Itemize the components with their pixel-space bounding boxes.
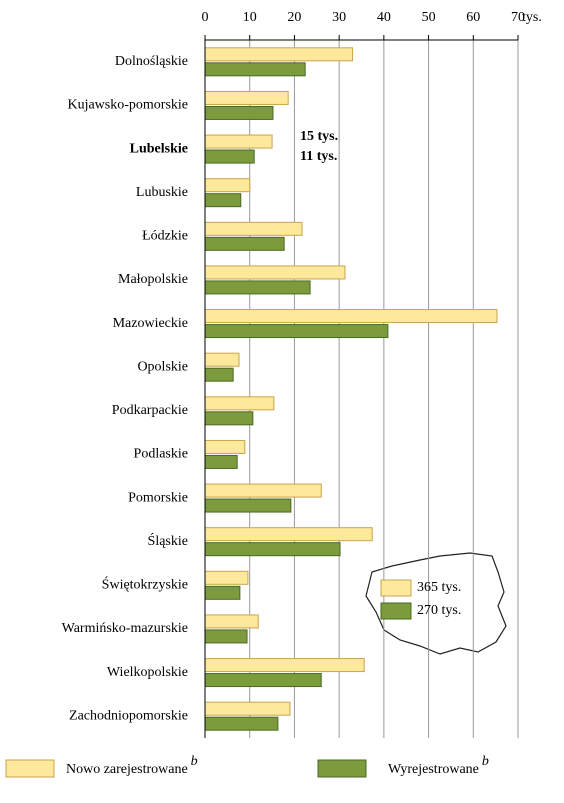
y-tick-label: Dolnośląskie (115, 54, 188, 69)
x-tick-label: 40 (377, 10, 391, 25)
y-tick-label: Podkarpackie (112, 403, 188, 418)
bar (204, 411, 254, 426)
legend-swatch (317, 759, 367, 778)
legend-label: Wyrejestrowane (388, 762, 479, 777)
bar (204, 90, 289, 105)
bar (204, 352, 240, 367)
map-legend-label: 365 tys. (417, 580, 461, 595)
y-tick-label: Małopolskie (118, 272, 188, 287)
legend-superscript: b (482, 754, 489, 769)
y-tick-label: Mazowieckie (113, 316, 188, 331)
x-tick-label: 60 (466, 10, 480, 25)
y-tick-label: Lubuskie (136, 185, 188, 200)
bar (204, 673, 322, 688)
x-tick-label: 0 (202, 10, 209, 25)
y-tick-label: Śląskie (148, 532, 188, 549)
bar (204, 221, 303, 236)
y-tick-label: Pomorskie (128, 490, 188, 505)
bar (204, 439, 246, 454)
x-tick-label: 20 (287, 10, 301, 25)
bar (204, 570, 249, 585)
x-tick-label: 10 (243, 10, 257, 25)
bar (204, 134, 273, 149)
legend-label: Nowo zarejestrowane (66, 762, 188, 777)
map-legend-swatch (380, 579, 412, 597)
bar (204, 454, 238, 469)
bar (204, 701, 291, 716)
bar (204, 309, 498, 324)
y-tick-label: Zachodniopomorskie (69, 708, 188, 723)
y-tick-label: Opolskie (137, 359, 188, 374)
y-tick-label: Warmińsko-mazurskie (62, 621, 188, 636)
bar (204, 367, 234, 382)
annotation: 11 tys. (300, 149, 337, 164)
bar (204, 178, 251, 193)
legend-superscript: b (191, 754, 198, 769)
bar (204, 614, 259, 629)
bar (204, 585, 241, 600)
y-tick-label: Podlaskie (134, 447, 188, 462)
bar (204, 280, 311, 295)
map-legend-label: 270 tys. (417, 603, 461, 618)
legend-swatch (5, 759, 55, 778)
bar (204, 527, 373, 542)
bar (204, 265, 346, 280)
x-tick-label: 70 (511, 10, 525, 25)
bar (204, 105, 274, 120)
y-tick-label: Wielkopolskie (107, 665, 188, 680)
bar (204, 716, 279, 731)
bar (204, 483, 322, 498)
bar (204, 324, 389, 339)
y-tick-label: Świętokrzyskie (102, 576, 188, 593)
bar (204, 658, 365, 673)
x-tick-label: 50 (422, 10, 436, 25)
annotation: 15 tys. (300, 129, 338, 144)
x-tick-label: 30 (332, 10, 346, 25)
bar (204, 62, 306, 77)
bar (204, 236, 285, 251)
map-legend-swatch (380, 602, 412, 620)
bar (204, 542, 341, 557)
bar (204, 149, 255, 164)
y-tick-label: Kujawsko-pomorskie (67, 98, 188, 113)
bar (204, 498, 292, 513)
bar (204, 396, 275, 411)
y-tick-label: Lubelskie (130, 141, 188, 156)
bar (204, 629, 248, 644)
x-unit: tys. (522, 10, 542, 25)
bar (204, 47, 354, 62)
map-outline (365, 552, 507, 655)
bar (204, 193, 242, 208)
y-tick-label: Łódzkie (142, 229, 188, 244)
